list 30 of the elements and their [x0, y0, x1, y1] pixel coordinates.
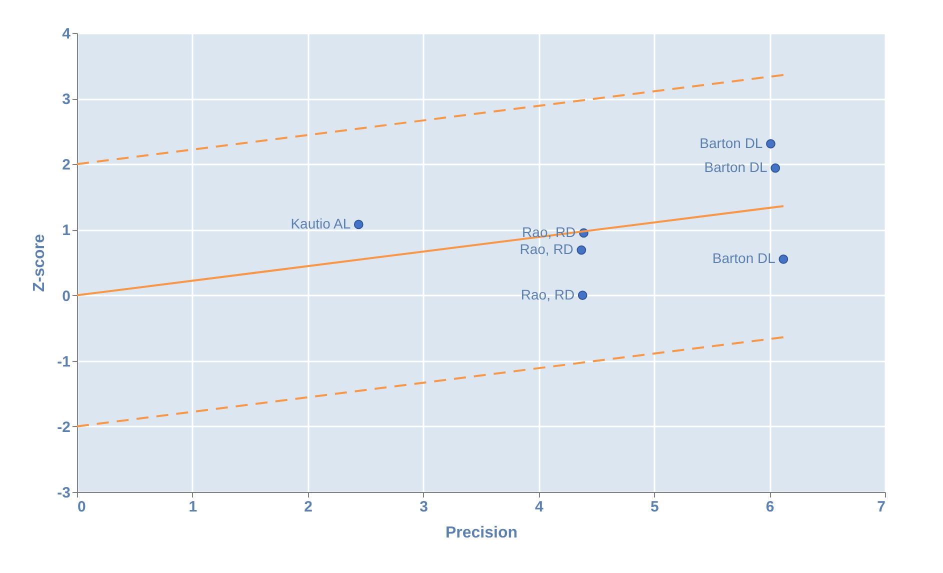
y-tick-label: -3	[57, 484, 70, 502]
annotation: Barton DL	[712, 250, 776, 266]
y-tick-label: -1	[57, 353, 70, 370]
x-tick-label: 5	[650, 498, 659, 516]
x-tick-label: 2	[304, 498, 313, 516]
x-tick-label: 7	[877, 498, 886, 516]
point	[766, 139, 776, 148]
y-tick-label: -2	[57, 418, 70, 436]
x-tick-label: 0	[78, 498, 86, 516]
point	[770, 163, 780, 173]
annotation: Rao, RD	[520, 286, 575, 302]
y-tick-label: 1	[62, 222, 70, 240]
x-tick-label: 1	[188, 498, 198, 516]
point	[578, 290, 588, 300]
y-tick-label: 2	[62, 156, 70, 174]
x-tick-label: 3	[420, 498, 428, 516]
annotation: Rao, RD	[520, 241, 574, 258]
point	[576, 245, 586, 255]
point	[778, 254, 788, 264]
x-tick-label: 4	[535, 498, 544, 516]
annotation: Barton DL	[704, 159, 768, 176]
annotation: Kautio AL	[290, 215, 351, 232]
y-axis-title: Z-score	[31, 234, 48, 292]
y-tick-label: 3	[62, 91, 70, 108]
y-tick-label: 4	[62, 26, 72, 42]
x-axis-title: Precision	[445, 524, 518, 542]
y-tick-label: 0	[62, 288, 70, 305]
point	[354, 220, 364, 230]
x-tick-label: 6	[766, 498, 774, 516]
annotation: Barton DL	[700, 134, 763, 151]
